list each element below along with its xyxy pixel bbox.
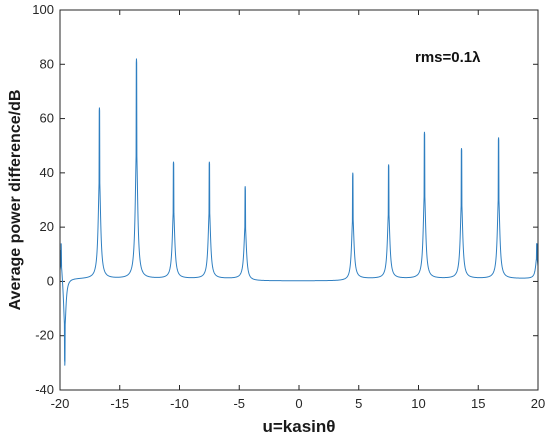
- y-axis-title: Average power difference/dB: [7, 90, 24, 311]
- x-tick-label: -15: [110, 396, 129, 411]
- y-tick-label: 100: [32, 2, 54, 17]
- x-tick-label: 10: [411, 396, 425, 411]
- x-tick-label: -10: [170, 396, 189, 411]
- x-tick-label: 0: [295, 396, 302, 411]
- x-tick-label: -5: [233, 396, 245, 411]
- y-tick-label: 80: [40, 56, 54, 71]
- x-tick-label: 15: [471, 396, 485, 411]
- chart-annotation: rms=0.1λ: [415, 49, 481, 66]
- series-line-group: [59, 58, 539, 366]
- plot-frame: [59, 9, 539, 391]
- x-axis-title: u=kasinθ: [263, 417, 336, 436]
- series-line: [59, 58, 539, 366]
- y-tick-label: -20: [35, 328, 54, 343]
- plot-background: [60, 10, 538, 390]
- y-tick-label: 40: [40, 165, 54, 180]
- y-tick-label: 0: [47, 273, 54, 288]
- y-tick-label: -40: [35, 382, 54, 397]
- x-tick-label: 20: [531, 396, 545, 411]
- x-tick-label: 5: [355, 396, 362, 411]
- x-tick-label: -20: [51, 396, 70, 411]
- y-tick-label: 60: [40, 111, 54, 126]
- y-tick-label: 20: [40, 219, 54, 234]
